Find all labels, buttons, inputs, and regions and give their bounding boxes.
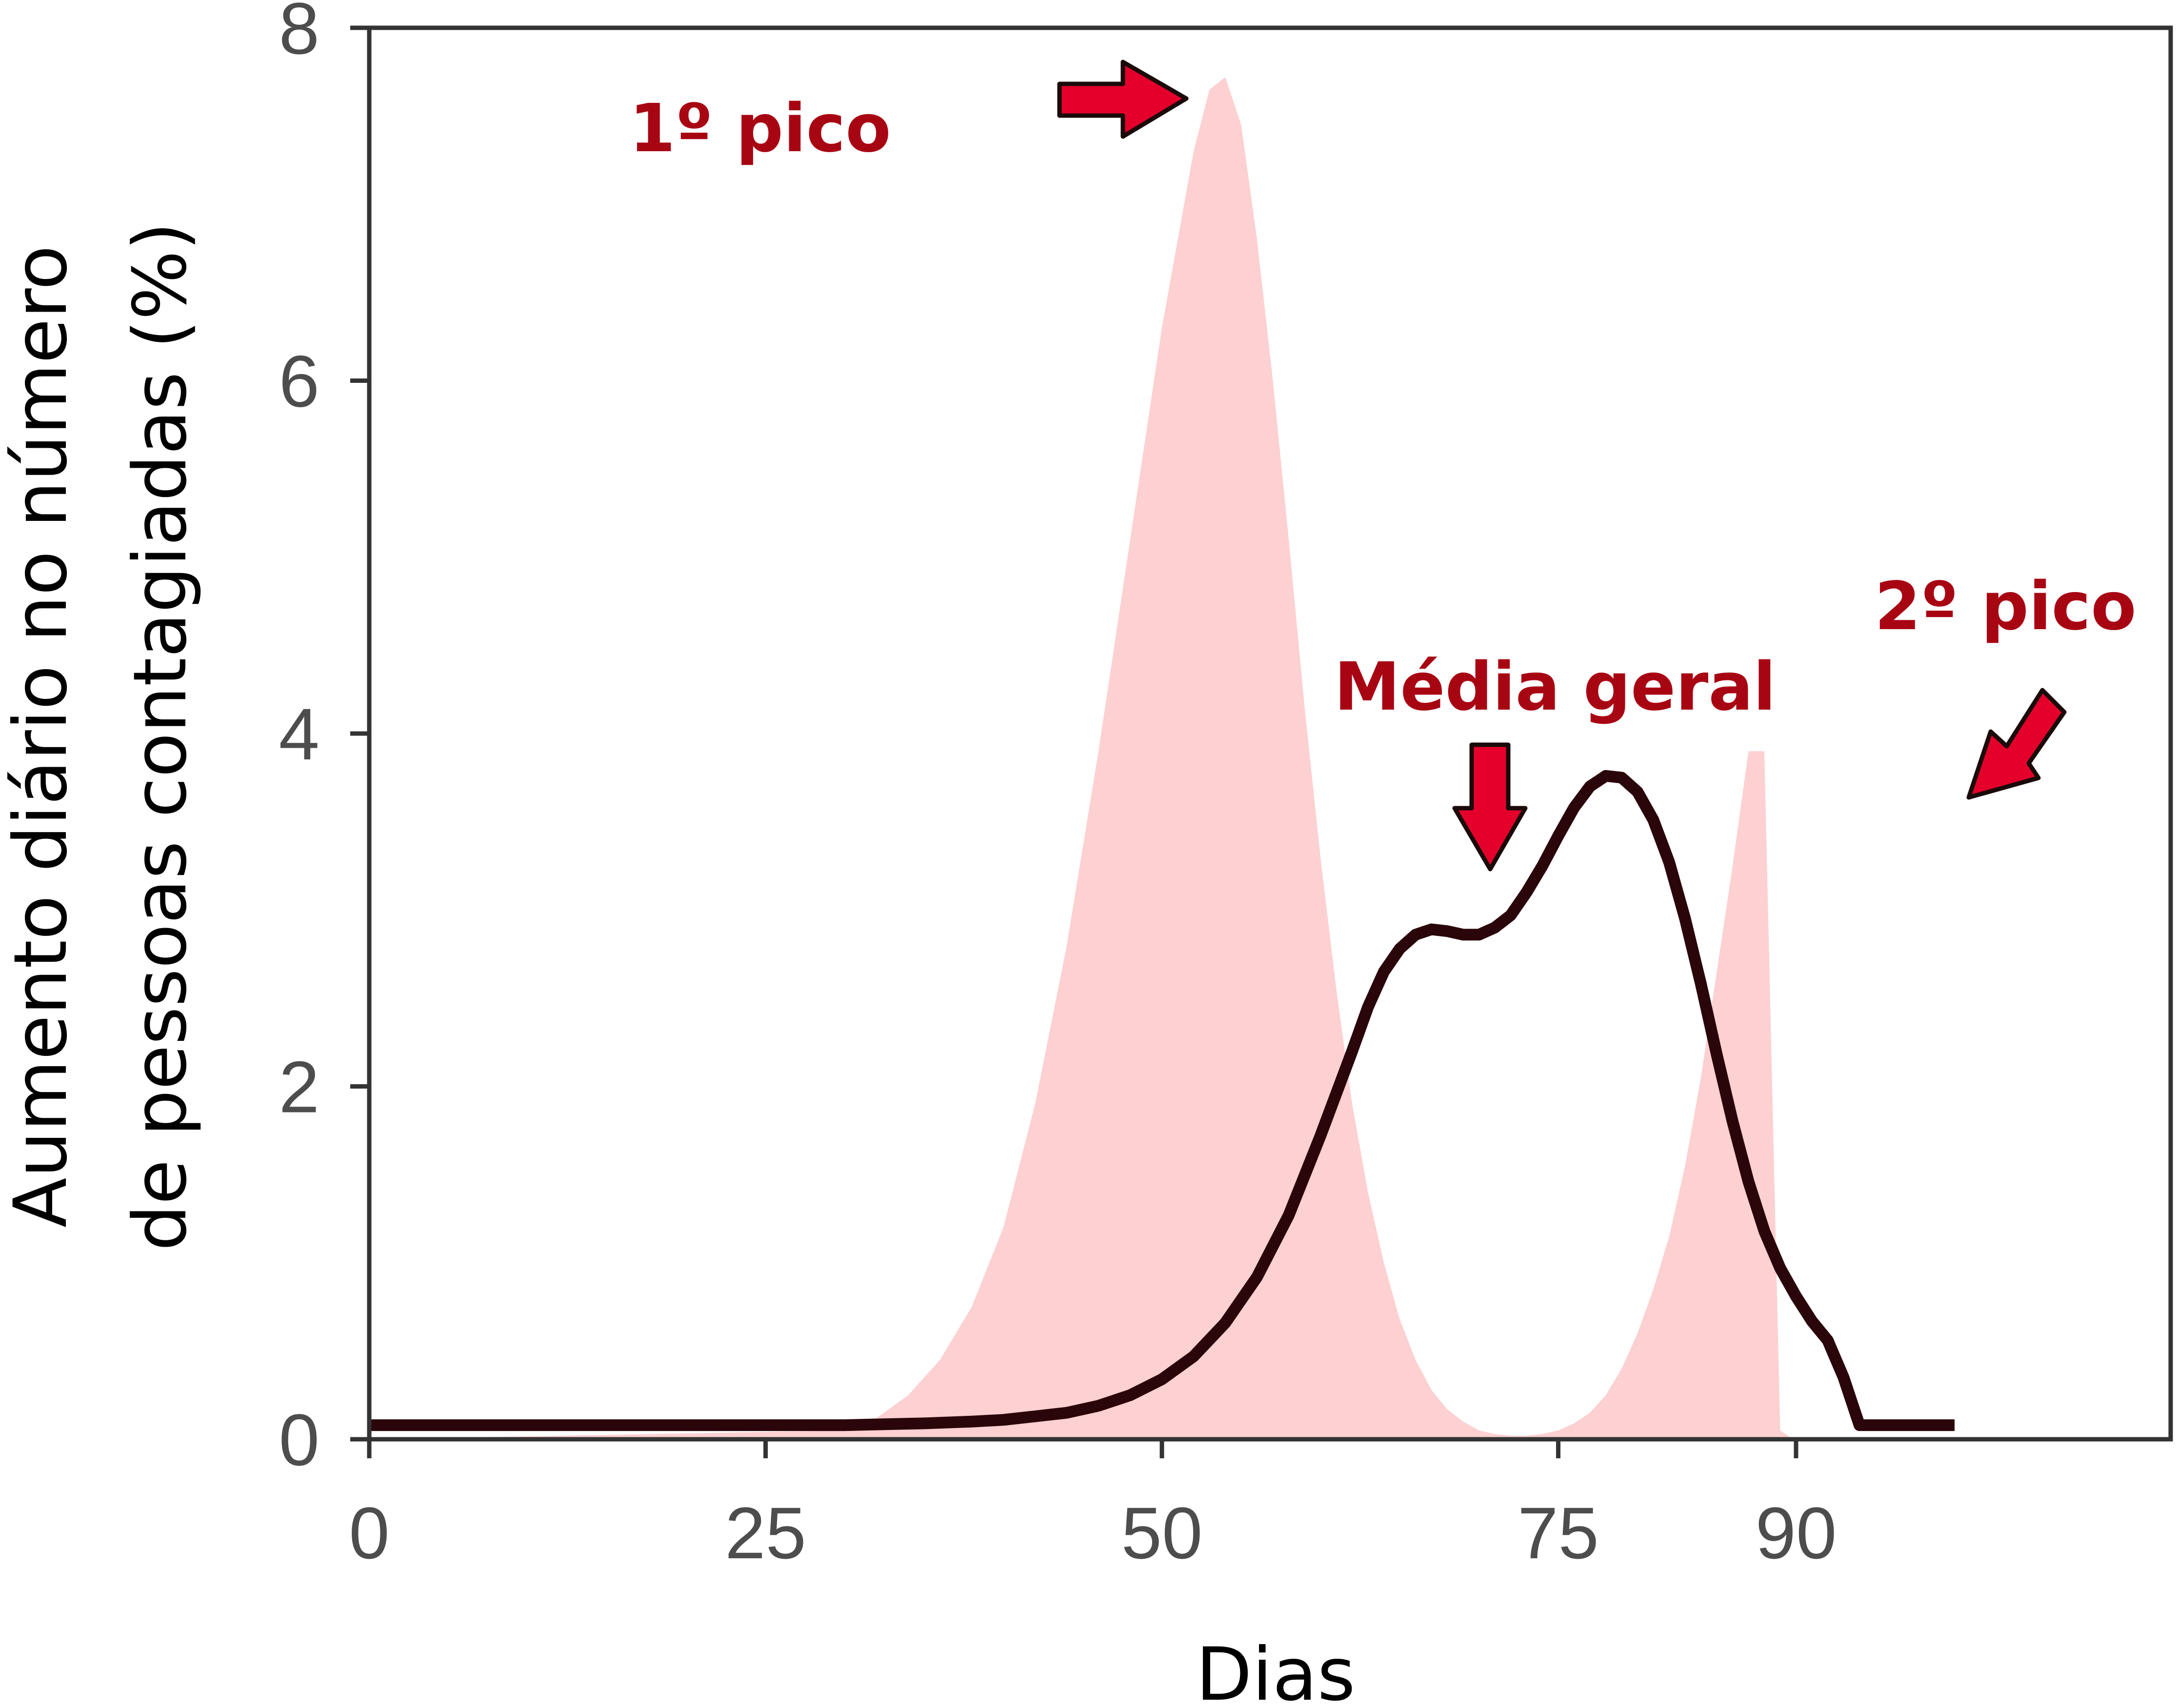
x-tick-label: 0 xyxy=(349,1492,389,1574)
first-peak-label: 1º pico xyxy=(629,90,891,167)
series-line-1 xyxy=(369,770,1955,1431)
overall-average-arrow xyxy=(1452,742,1528,872)
x-tick-label: 75 xyxy=(1518,1492,1599,1574)
y-tick-label: 6 xyxy=(279,340,320,422)
overall-average-label: Média geral xyxy=(1334,649,1776,726)
second-peak-label: 2º pico xyxy=(1875,568,2137,645)
x-tick-label: 50 xyxy=(1121,1492,1203,1574)
x-tick-label: 90 xyxy=(1756,1492,1837,1574)
y-tick-label: 4 xyxy=(279,693,320,775)
y-axis-ticks: 0 2 4 6 8 xyxy=(279,0,367,1481)
y-tick-label: 8 xyxy=(279,0,320,69)
y-axis-title-line-1: Aumento diário no número xyxy=(0,245,83,1228)
x-axis-title: Dias xyxy=(1196,1632,1355,1708)
y-axis-title-line-2: de pessoas contagiadas (%) xyxy=(118,222,203,1251)
plot-frame xyxy=(367,25,2173,1442)
y-tick-label: 2 xyxy=(279,1046,320,1128)
x-tick-label: 25 xyxy=(725,1492,806,1574)
data-layer xyxy=(369,77,1955,1439)
x-axis-ticks: 0 25 50 75 90 xyxy=(349,1441,1837,1574)
y-tick-label: 0 xyxy=(279,1399,320,1481)
series-area-0 xyxy=(369,77,1828,1439)
first-peak-arrow xyxy=(1057,60,1189,139)
second-peak-arrow xyxy=(1966,688,2067,800)
